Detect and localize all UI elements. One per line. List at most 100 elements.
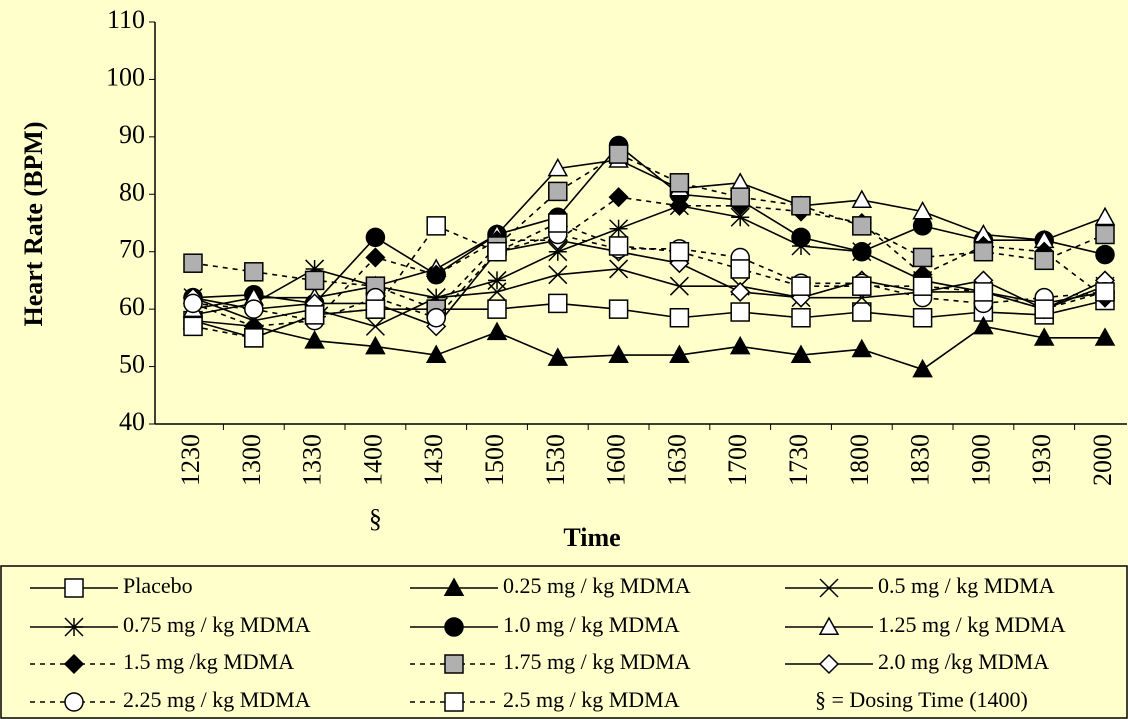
- series-line: [192, 144, 1106, 305]
- point: [730, 187, 750, 207]
- y-tick-label: 80: [119, 177, 145, 206]
- y-axis-title: Heart Rate (BPM): [19, 121, 48, 326]
- point: [912, 308, 933, 328]
- x-tick-label: 2000: [1088, 434, 1117, 486]
- point: [852, 276, 872, 296]
- legend-marker: [818, 653, 840, 675]
- point: [305, 259, 325, 279]
- point: [973, 241, 994, 262]
- point: [608, 299, 629, 319]
- legend-label: 0.75 mg / kg MDMA: [123, 612, 311, 637]
- point: [852, 241, 872, 262]
- point: [609, 259, 629, 279]
- series: [182, 310, 1116, 378]
- legend-item: 2.25 mg / kg MDMA: [30, 687, 311, 712]
- legend-item: Placebo: [30, 573, 193, 598]
- point: [851, 338, 873, 358]
- legend-marker: [443, 577, 465, 596]
- legend-label: 1.25 mg / kg MDMA: [878, 612, 1066, 637]
- point: [669, 344, 690, 364]
- point: [912, 247, 933, 268]
- y-tick-label: 90: [119, 120, 145, 149]
- y-tick-label: 110: [107, 5, 145, 34]
- y-tick-label: 70: [119, 235, 145, 264]
- point: [912, 200, 933, 220]
- point: [669, 173, 690, 193]
- point: [548, 213, 568, 233]
- legend-label: 1.0 mg / kg MDMA: [503, 612, 680, 637]
- y-tick-label: 100: [106, 62, 145, 91]
- x-tick-label: 1400: [358, 434, 387, 486]
- series: [183, 213, 1115, 348]
- legend-marker: [818, 616, 840, 635]
- x-tick-label: 1300: [237, 434, 266, 486]
- series-line: [192, 299, 1106, 339]
- x-tick-label: 1700: [723, 434, 752, 486]
- x-axis-title: Time: [563, 523, 620, 552]
- x-tick-label: 1500: [480, 434, 509, 486]
- point: [487, 299, 507, 319]
- legend-label: Placebo: [123, 573, 193, 598]
- point: [486, 321, 508, 341]
- legend-label: 1.5 mg /kg MDMA: [123, 649, 294, 674]
- point: [1034, 250, 1054, 271]
- x-tick-label: 1930: [1027, 434, 1056, 486]
- x-tick-label: 1330: [298, 434, 327, 486]
- legend-item: 0.75 mg / kg MDMA: [30, 612, 311, 637]
- x-tick-label: 1600: [602, 434, 631, 486]
- point: [487, 241, 507, 262]
- point: [1094, 327, 1116, 346]
- x-tick-label: 1630: [662, 434, 691, 486]
- series-line: [192, 268, 1106, 328]
- x-tick-label: 1530: [541, 434, 570, 486]
- point: [730, 281, 751, 302]
- legend-label: 2.0 mg /kg MDMA: [878, 649, 1049, 674]
- point: [1033, 327, 1055, 346]
- legend-label: 2.5 mg / kg MDMA: [503, 687, 680, 712]
- point: [729, 335, 751, 355]
- legend-item: 2.0 mg /kg MDMA: [785, 649, 1049, 675]
- point: [1095, 244, 1115, 265]
- legend-label: 2.25 mg / kg MDMA: [123, 687, 311, 712]
- point: [608, 236, 629, 256]
- point: [608, 144, 629, 164]
- point: [912, 358, 933, 378]
- point: [669, 308, 690, 328]
- series-line: [192, 319, 1105, 371]
- point: [183, 253, 203, 273]
- point: [304, 305, 325, 325]
- legend-marker: [64, 692, 84, 712]
- point: [1095, 224, 1115, 245]
- point: [730, 259, 750, 279]
- point: [1034, 299, 1054, 319]
- series-line: [192, 153, 1106, 311]
- point: [365, 335, 386, 355]
- legend-marker: [819, 578, 839, 598]
- legend-label: 0.5 mg / kg MDMA: [878, 573, 1055, 598]
- point: [426, 216, 446, 236]
- legend-label: 1.75 mg / kg MDMA: [503, 649, 691, 674]
- legend-marker: [444, 617, 464, 637]
- point: [304, 330, 325, 349]
- x-tick-label: 1230: [176, 434, 205, 486]
- point: [730, 207, 750, 227]
- point: [548, 293, 568, 314]
- point: [1095, 282, 1115, 302]
- x-tick-label: 1730: [784, 434, 813, 486]
- point: [425, 344, 447, 364]
- series-line: [192, 204, 1106, 316]
- point: [851, 189, 873, 208]
- legend-marker: [64, 617, 84, 637]
- legend-item: 1.25 mg / kg MDMA: [785, 612, 1066, 637]
- point: [547, 157, 569, 177]
- legend-marker: [444, 654, 464, 674]
- point: [669, 195, 690, 216]
- x-tick-label: 1800: [845, 434, 874, 486]
- point: [244, 262, 264, 282]
- legend-item: 1.5 mg /kg MDMA: [30, 649, 294, 675]
- point: [608, 187, 629, 208]
- point: [669, 276, 689, 296]
- point: [608, 344, 629, 364]
